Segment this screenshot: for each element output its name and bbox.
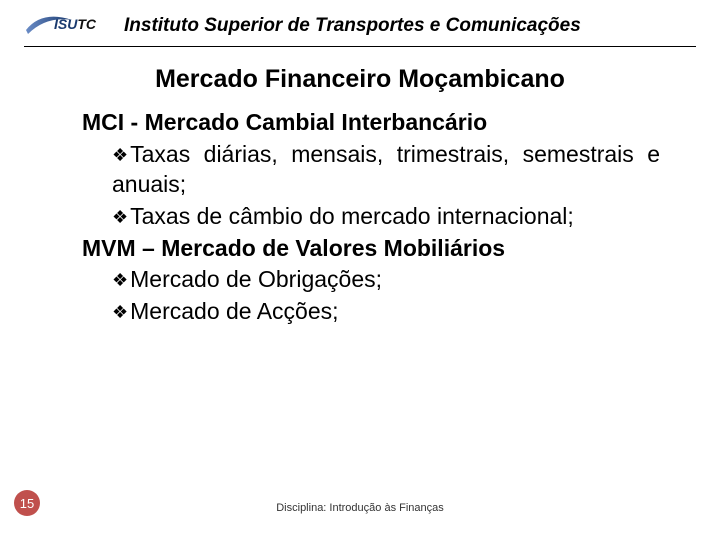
logo-tc: TC [77, 16, 96, 32]
bullet-text: Mercado de Acções; [130, 298, 338, 324]
bullet-text: Taxas diárias, mensais, trimestrais, sem… [112, 141, 660, 197]
bullet-text: Taxas de câmbio do mercado internacional… [130, 203, 574, 229]
bullet-item: ❖Taxas de câmbio do mercado internaciona… [112, 202, 660, 232]
header-rule [24, 46, 696, 47]
bullet-item: ❖Mercado de Obrigações; [112, 265, 660, 295]
bullet-item: ❖Taxas diárias, mensais, trimestrais, se… [112, 140, 660, 200]
diamond-bullet-icon: ❖ [112, 301, 128, 324]
bullet-text: Mercado de Obrigações; [130, 266, 382, 292]
diamond-bullet-icon: ❖ [112, 269, 128, 292]
institution-name: Instituto Superior de Transportes e Comu… [124, 15, 696, 37]
logo: ISUTC [24, 8, 114, 44]
slide-header: ISUTC Instituto Superior de Transportes … [0, 0, 720, 44]
logo-isu: ISU [54, 16, 77, 32]
slide-content: MCI - Mercado Cambial Interbancário ❖Tax… [82, 108, 660, 327]
section-heading: MCI - Mercado Cambial Interbancário [82, 108, 660, 138]
bullet-item: ❖Mercado de Acções; [112, 297, 660, 327]
diamond-bullet-icon: ❖ [112, 144, 128, 167]
slide-title: Mercado Financeiro Moçambicano [0, 65, 720, 94]
diamond-bullet-icon: ❖ [112, 206, 128, 229]
logo-text: ISUTC [54, 16, 96, 32]
footer-discipline: Disciplina: Introdução às Finanças [0, 502, 720, 514]
section-heading: MVM – Mercado de Valores Mobiliários [82, 234, 660, 264]
